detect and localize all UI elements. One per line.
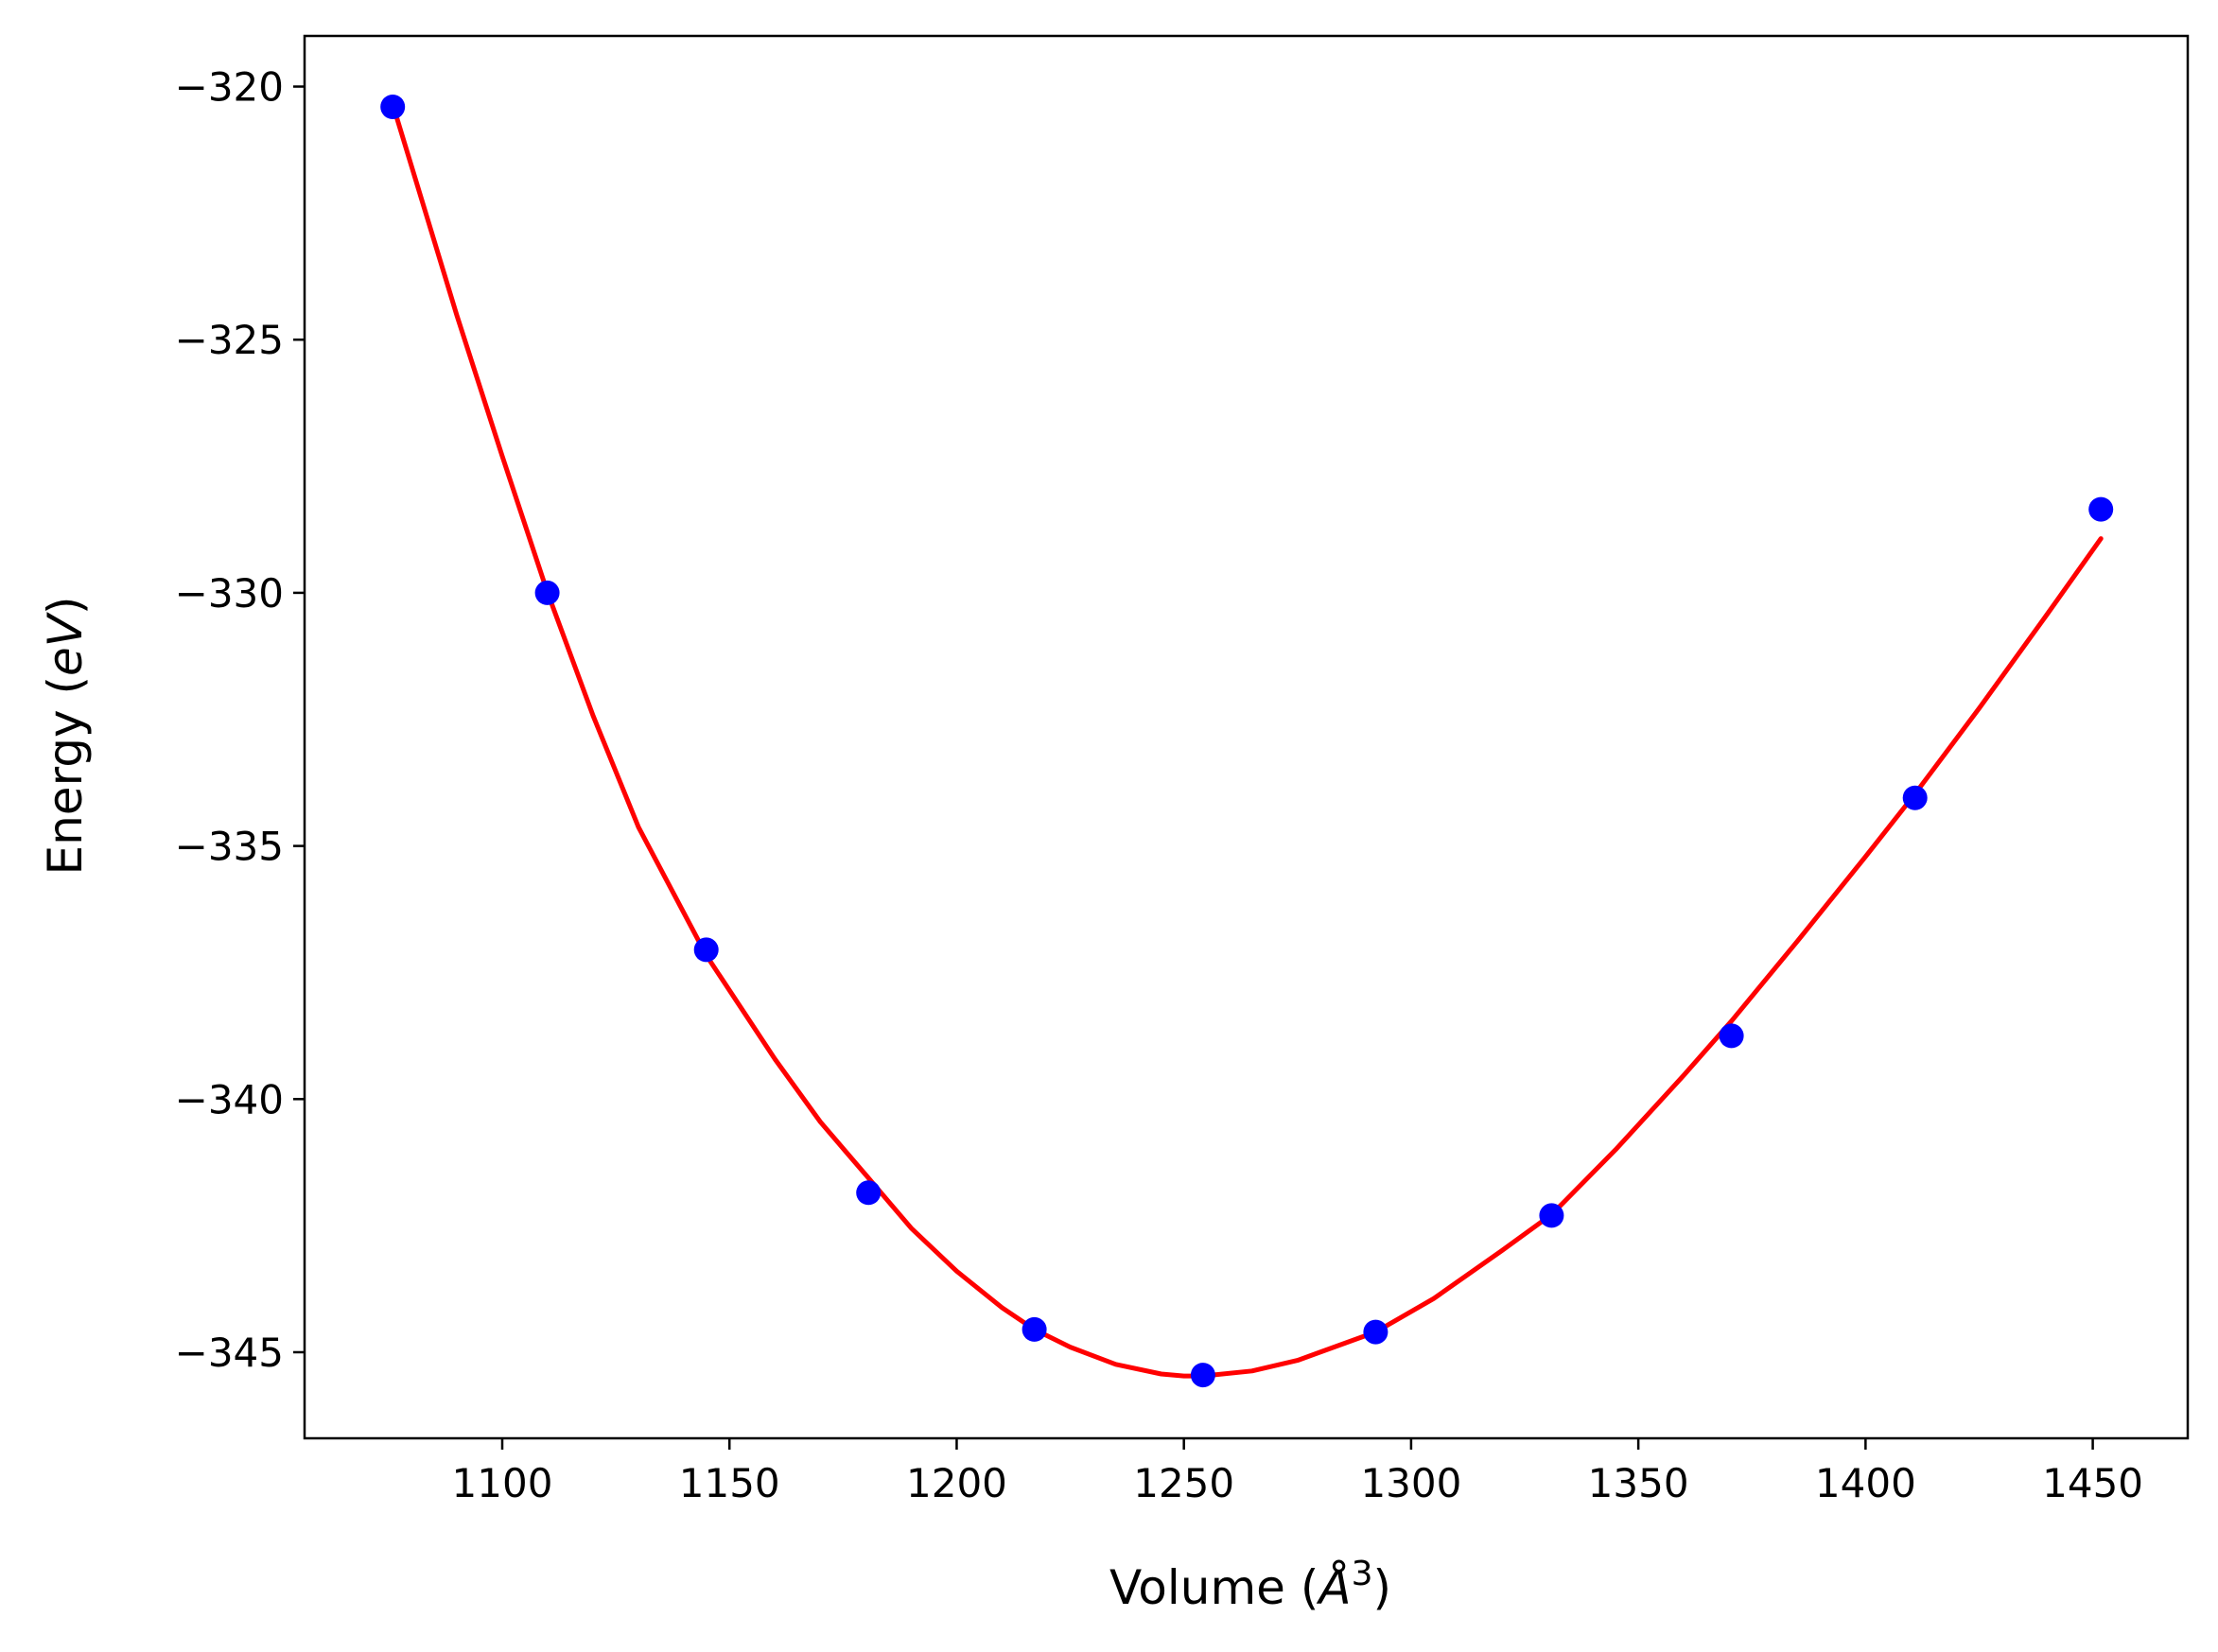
x-axis-label-main: Volume ( — [1109, 1560, 1319, 1615]
x-axis-unit-letter: Å — [1316, 1560, 1351, 1615]
x-tick-label-1200: 1200 — [906, 1460, 1007, 1506]
data-point-3 — [693, 937, 719, 963]
y-axis-unit: eV — [38, 611, 93, 676]
y-axis-label-main: Energy ( — [38, 676, 93, 875]
y-tick-label-325: −325 — [175, 317, 284, 363]
data-point-8 — [1539, 1203, 1564, 1228]
y-axis-label-close: ) — [38, 597, 93, 616]
x-tick-label-1100: 1100 — [452, 1460, 553, 1506]
data-point-6 — [1190, 1363, 1215, 1388]
x-axis-label-close: ) — [1372, 1560, 1391, 1615]
plot-frame — [303, 34, 2190, 1440]
x-tick-label-1350: 1350 — [1588, 1460, 1689, 1506]
data-point-9 — [1719, 1023, 1744, 1049]
y-tick-label-330: −330 — [175, 570, 284, 617]
y-tick-label-340: −340 — [175, 1076, 284, 1122]
y-tick-label-335: −335 — [175, 824, 284, 870]
data-point-7 — [1363, 1319, 1388, 1345]
x-tick-label-1300: 1300 — [1360, 1460, 1461, 1506]
data-point-11 — [2088, 496, 2114, 522]
y-tick-label-320: −320 — [175, 64, 284, 111]
data-point-2 — [534, 580, 560, 605]
y-tick-label-345: −345 — [175, 1330, 284, 1376]
x-tick-label-1150: 1150 — [679, 1460, 780, 1506]
data-point-5 — [1022, 1316, 1047, 1342]
axes-layer: 1100 1150 1200 1250 1300 1350 1400 1450 −320 −325… — [175, 34, 2190, 1506]
fit-curve-line — [390, 101, 2104, 1379]
data-point-1 — [380, 95, 406, 119]
data-point-10 — [1902, 785, 1928, 810]
x-axis-unit-superscript: 3 — [1352, 1555, 1373, 1593]
y-axis-label: Energy (eV) — [38, 597, 93, 876]
x-tick-label-1450: 1450 — [2042, 1460, 2143, 1506]
x-tick-label-1250: 1250 — [1133, 1460, 1234, 1506]
plot-layer — [380, 95, 2114, 1388]
x-axis-label: Volume (Å3) — [1109, 1555, 1391, 1615]
data-point-4 — [856, 1180, 882, 1206]
x-tick-label-1400: 1400 — [1815, 1460, 1916, 1506]
